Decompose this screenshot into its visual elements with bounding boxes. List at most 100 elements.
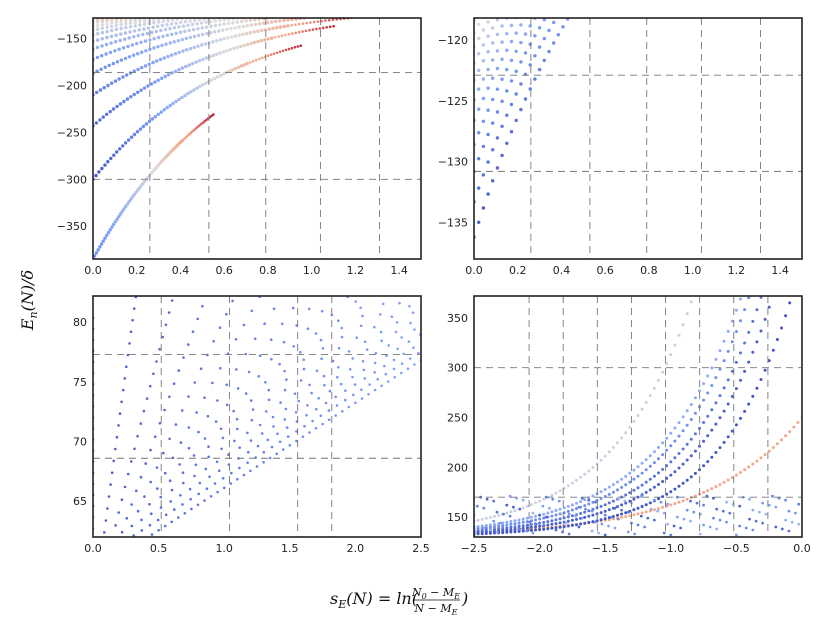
data-point bbox=[172, 40, 176, 44]
data-point bbox=[633, 532, 637, 536]
data-point bbox=[347, 405, 351, 409]
data-point bbox=[221, 28, 225, 32]
data-point bbox=[276, 432, 279, 436]
data-point bbox=[528, 42, 532, 46]
data-point bbox=[481, 206, 486, 210]
data-point bbox=[341, 7, 344, 10]
data-point bbox=[673, 426, 677, 430]
data-point bbox=[139, 422, 143, 425]
data-point bbox=[644, 503, 648, 507]
data-point bbox=[373, 4, 376, 7]
data-point bbox=[236, 387, 240, 390]
data-point bbox=[96, 23, 100, 28]
data-point bbox=[378, 3, 381, 6]
data-point bbox=[657, 471, 660, 475]
data-point bbox=[500, 99, 504, 104]
data-point bbox=[147, 62, 151, 66]
data-point bbox=[170, 520, 173, 524]
data-point bbox=[200, 43, 204, 47]
data-point bbox=[369, 201, 372, 204]
data-point bbox=[143, 12, 146, 15]
data-point bbox=[764, 512, 768, 516]
data-point bbox=[587, 514, 591, 518]
data-point bbox=[797, 522, 801, 526]
data-point bbox=[673, 439, 677, 443]
data-point bbox=[242, 473, 246, 477]
data-point bbox=[382, 2, 385, 5]
data-point bbox=[368, 2, 371, 5]
data-point bbox=[120, 530, 124, 534]
data-point bbox=[509, 530, 513, 534]
data-point bbox=[616, 497, 620, 501]
data-point bbox=[119, 58, 124, 62]
data-point bbox=[509, 130, 514, 134]
data-point bbox=[288, 7, 291, 10]
data-point bbox=[489, 528, 492, 532]
data-point bbox=[317, 396, 321, 400]
data-point bbox=[708, 525, 712, 529]
x-tick-label: 0.2 bbox=[128, 264, 146, 277]
data-point bbox=[751, 394, 755, 398]
data-point bbox=[636, 474, 640, 478]
data-point bbox=[528, 87, 532, 91]
data-point bbox=[362, 278, 365, 281]
data-point bbox=[304, 29, 308, 33]
y-tick-label: −200 bbox=[57, 80, 87, 93]
data-point bbox=[681, 481, 685, 485]
data-point bbox=[482, 3, 485, 6]
data-point bbox=[268, 13, 271, 16]
data-point bbox=[389, 7, 392, 10]
data-point bbox=[409, 225, 412, 228]
data-point bbox=[512, 505, 515, 509]
data-point bbox=[118, 102, 123, 106]
data-point bbox=[142, 19, 147, 23]
data-point bbox=[306, 327, 310, 331]
data-point bbox=[111, 222, 116, 227]
data-point bbox=[376, 378, 380, 381]
data-point bbox=[620, 515, 624, 519]
data-point bbox=[571, 10, 574, 13]
data-point bbox=[110, 225, 114, 229]
data-point bbox=[624, 515, 628, 519]
data-point bbox=[156, 78, 160, 82]
data-point bbox=[185, 14, 188, 17]
data-point bbox=[314, 427, 318, 430]
data-point bbox=[221, 72, 226, 76]
data-point bbox=[106, 507, 109, 510]
data-point bbox=[131, 546, 134, 549]
data-point bbox=[152, 11, 155, 14]
series-16 bbox=[93, 225, 412, 397]
data-point bbox=[288, 3, 291, 6]
data-point bbox=[330, 5, 333, 8]
data-point bbox=[168, 479, 172, 483]
data-point bbox=[603, 488, 607, 491]
data-point bbox=[552, 41, 556, 45]
data-point bbox=[204, 9, 207, 12]
data-point bbox=[587, 502, 591, 506]
data-point bbox=[381, 302, 385, 306]
data-point bbox=[726, 478, 730, 482]
data-point bbox=[332, 7, 335, 10]
data-point bbox=[331, 359, 335, 363]
data-point bbox=[99, 242, 104, 246]
data-point bbox=[325, 261, 328, 264]
data-point bbox=[345, 2, 348, 5]
data-point bbox=[98, 245, 102, 249]
data-point bbox=[117, 77, 121, 81]
data-point bbox=[157, 13, 160, 16]
data-point bbox=[146, 84, 150, 88]
data-point bbox=[505, 526, 509, 530]
data-point bbox=[728, 511, 732, 515]
data-point bbox=[365, 348, 369, 351]
data-point bbox=[142, 86, 147, 90]
data-point bbox=[254, 58, 258, 62]
data-point bbox=[321, 2, 324, 5]
data-point bbox=[293, 7, 296, 10]
data-point bbox=[108, 50, 113, 55]
data-point bbox=[514, 69, 518, 74]
axes-frame bbox=[92, 295, 422, 538]
data-point bbox=[554, 522, 558, 526]
data-point bbox=[164, 42, 168, 46]
data-point bbox=[257, 375, 261, 378]
data-point bbox=[542, 497, 546, 501]
